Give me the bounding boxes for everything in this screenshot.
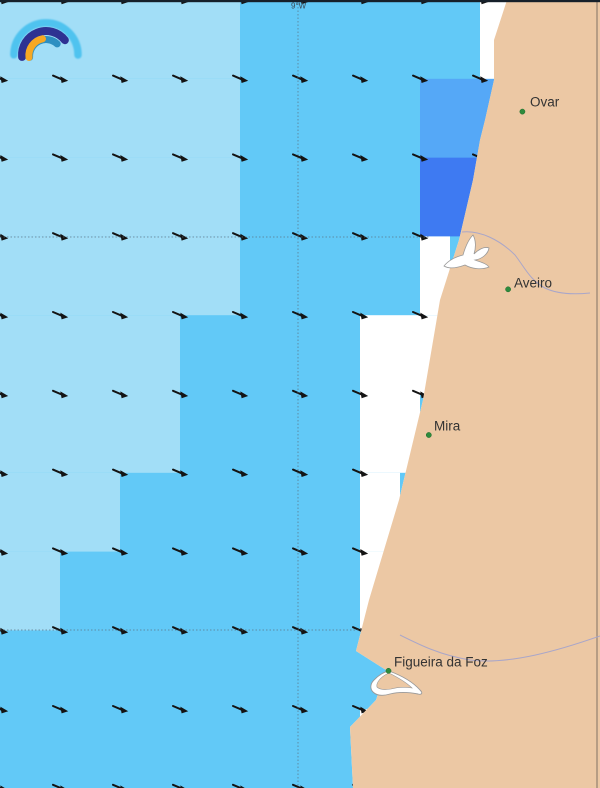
svg-text:Ovar: Ovar bbox=[530, 95, 560, 110]
svg-text:Mira: Mira bbox=[434, 419, 461, 434]
svg-text:9°W: 9°W bbox=[291, 2, 307, 11]
svg-text:Figueira da Foz: Figueira da Foz bbox=[394, 655, 488, 670]
svg-text:Aveiro: Aveiro bbox=[514, 276, 552, 291]
